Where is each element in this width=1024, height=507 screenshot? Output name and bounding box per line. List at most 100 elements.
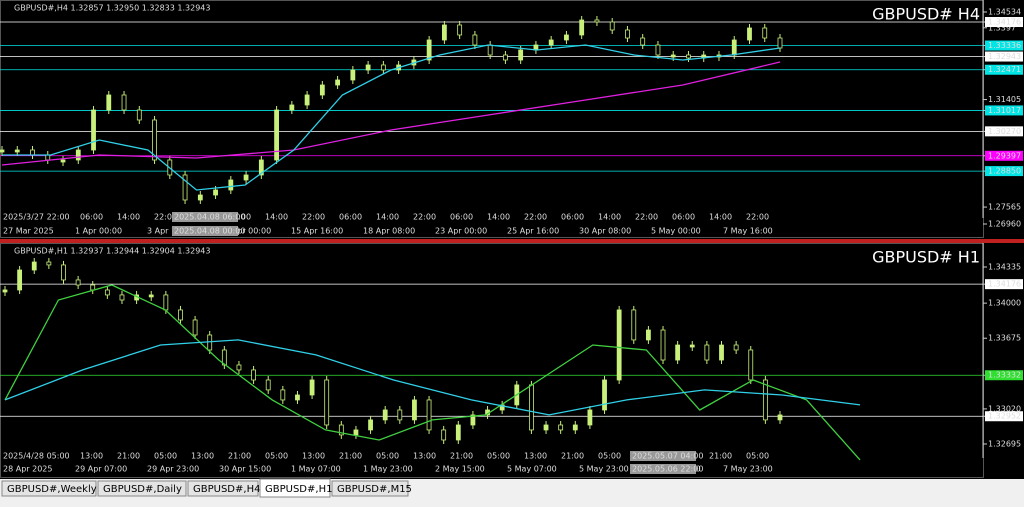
x-hour-label: 21:00 bbox=[561, 452, 584, 461]
candle bbox=[733, 344, 739, 351]
x-hour-label: 14:00 bbox=[709, 213, 732, 222]
x-date-label: 2 May 15:00 bbox=[435, 465, 485, 474]
x-date-label: 27 Mar 2025 bbox=[3, 227, 54, 236]
status-bar bbox=[0, 498, 1024, 507]
candle bbox=[572, 424, 578, 431]
candle bbox=[45, 154, 51, 161]
candle bbox=[60, 159, 66, 163]
candle bbox=[675, 344, 681, 361]
tab[interactable] bbox=[259, 478, 331, 498]
x-hour-label: 22:00 bbox=[635, 213, 658, 222]
x-date-label: 1 Apr 00:00 bbox=[75, 227, 122, 236]
level-box bbox=[985, 411, 1023, 422]
x-hour-label: 06:00 bbox=[228, 213, 251, 222]
candle bbox=[426, 399, 432, 431]
x-hour-label: 13:00 bbox=[80, 452, 103, 461]
x-hour-label: 14:00 bbox=[487, 213, 510, 222]
y-tick-label: 1.26960 bbox=[988, 219, 1021, 228]
y-tick-label: 1.30270 bbox=[988, 127, 1021, 136]
candle bbox=[441, 24, 447, 41]
x-date-label: 29 Apr 07:00 bbox=[75, 465, 127, 474]
candle bbox=[719, 344, 724, 361]
candle bbox=[762, 27, 768, 39]
level-box bbox=[985, 279, 1023, 290]
candle bbox=[90, 284, 96, 291]
candle bbox=[295, 394, 300, 401]
candle bbox=[335, 79, 341, 86]
candle bbox=[631, 309, 637, 341]
x-date-label: 15 Apr 16:00 bbox=[291, 227, 343, 236]
candle bbox=[457, 24, 463, 36]
level-box bbox=[985, 166, 1023, 177]
ma-line bbox=[1, 61, 781, 166]
y-tick-label: 1.29397 bbox=[988, 151, 1021, 160]
y-tick-label: 1.34176 bbox=[988, 18, 1021, 27]
level-box bbox=[985, 40, 1023, 51]
tab[interactable] bbox=[1, 480, 97, 497]
candle bbox=[324, 379, 330, 426]
candle bbox=[748, 349, 754, 381]
cursor-box bbox=[630, 451, 696, 461]
candle bbox=[777, 37, 783, 49]
x-date-label: 30 Apr 08:00 bbox=[579, 227, 631, 236]
x-date-label: 28 Apr 2025 bbox=[3, 465, 52, 474]
x-date-label: 1 May 23:00 bbox=[363, 465, 413, 474]
candle bbox=[280, 389, 286, 401]
x-hour-label: 14:00 bbox=[376, 213, 399, 222]
candle bbox=[365, 64, 371, 71]
tab[interactable] bbox=[331, 480, 409, 497]
candle bbox=[213, 189, 218, 196]
tab-label[interactable]: GBPUSD#,Weekly bbox=[7, 484, 97, 495]
tab[interactable] bbox=[187, 480, 259, 497]
candle bbox=[397, 409, 403, 421]
x-hour-label: 13:00 bbox=[524, 452, 547, 461]
cursor-date: 2025.05.06 22:00 bbox=[632, 465, 703, 474]
x-hour-label: 06:00 bbox=[561, 213, 584, 222]
x-date-label: 5 May 07:00 bbox=[507, 465, 557, 474]
x-hour-label: 14:00 bbox=[117, 213, 140, 222]
candle bbox=[380, 64, 386, 71]
tab-label[interactable]: GBPUSD#,M15 bbox=[337, 484, 412, 495]
y-tick-label: 1.32952 bbox=[988, 412, 1021, 421]
candle bbox=[31, 261, 37, 271]
ma-line bbox=[2, 44, 781, 191]
cursor-hour: 2025.05.07 04:00 bbox=[632, 452, 703, 461]
x-hour-label: 06:00 bbox=[672, 213, 695, 222]
candle bbox=[2, 289, 8, 293]
candle bbox=[119, 294, 125, 301]
tab[interactable] bbox=[97, 480, 187, 497]
candle bbox=[46, 261, 52, 266]
chart-header: GBPUSD#,H1 1.32937 1.32944 1.32904 1.329… bbox=[14, 247, 210, 256]
tab-label[interactable]: GBPUSD#,Daily bbox=[103, 484, 182, 495]
symbol-label: GBPUSD# H4 bbox=[872, 5, 980, 24]
x-hour-label: 21:00 bbox=[228, 452, 251, 461]
symbol-label: GBPUSD# H1 bbox=[872, 248, 980, 267]
candle bbox=[274, 109, 279, 161]
x-date-label: 29 Apr 23:00 bbox=[147, 465, 199, 474]
candle bbox=[30, 149, 35, 156]
x-date-label: 23 Apr 00:00 bbox=[435, 227, 487, 236]
candle bbox=[236, 364, 242, 371]
level-box bbox=[985, 370, 1023, 381]
tab-label[interactable]: GBPUSD#,H4 bbox=[193, 484, 260, 495]
x-hour-label: 13:00 bbox=[191, 452, 214, 461]
candle bbox=[350, 69, 356, 81]
level-box bbox=[985, 51, 1023, 62]
candle bbox=[309, 379, 315, 396]
candle bbox=[182, 174, 188, 201]
y-tick-label: 1.31405 bbox=[988, 95, 1021, 104]
cursor-hour: 2025.04.08 06:00 bbox=[174, 213, 245, 222]
y-tick-label: 1.27565 bbox=[988, 203, 1021, 212]
candle bbox=[645, 329, 651, 341]
candle bbox=[152, 119, 157, 161]
candle bbox=[616, 309, 622, 381]
candle bbox=[609, 21, 615, 31]
candle bbox=[777, 414, 783, 421]
x-hour-label: 13:00 bbox=[302, 452, 325, 461]
candle bbox=[704, 344, 710, 361]
candle bbox=[660, 329, 666, 361]
tab-label[interactable]: GBPUSD#,H1 bbox=[265, 484, 332, 495]
y-tick-label: 1.32943 bbox=[988, 52, 1021, 61]
